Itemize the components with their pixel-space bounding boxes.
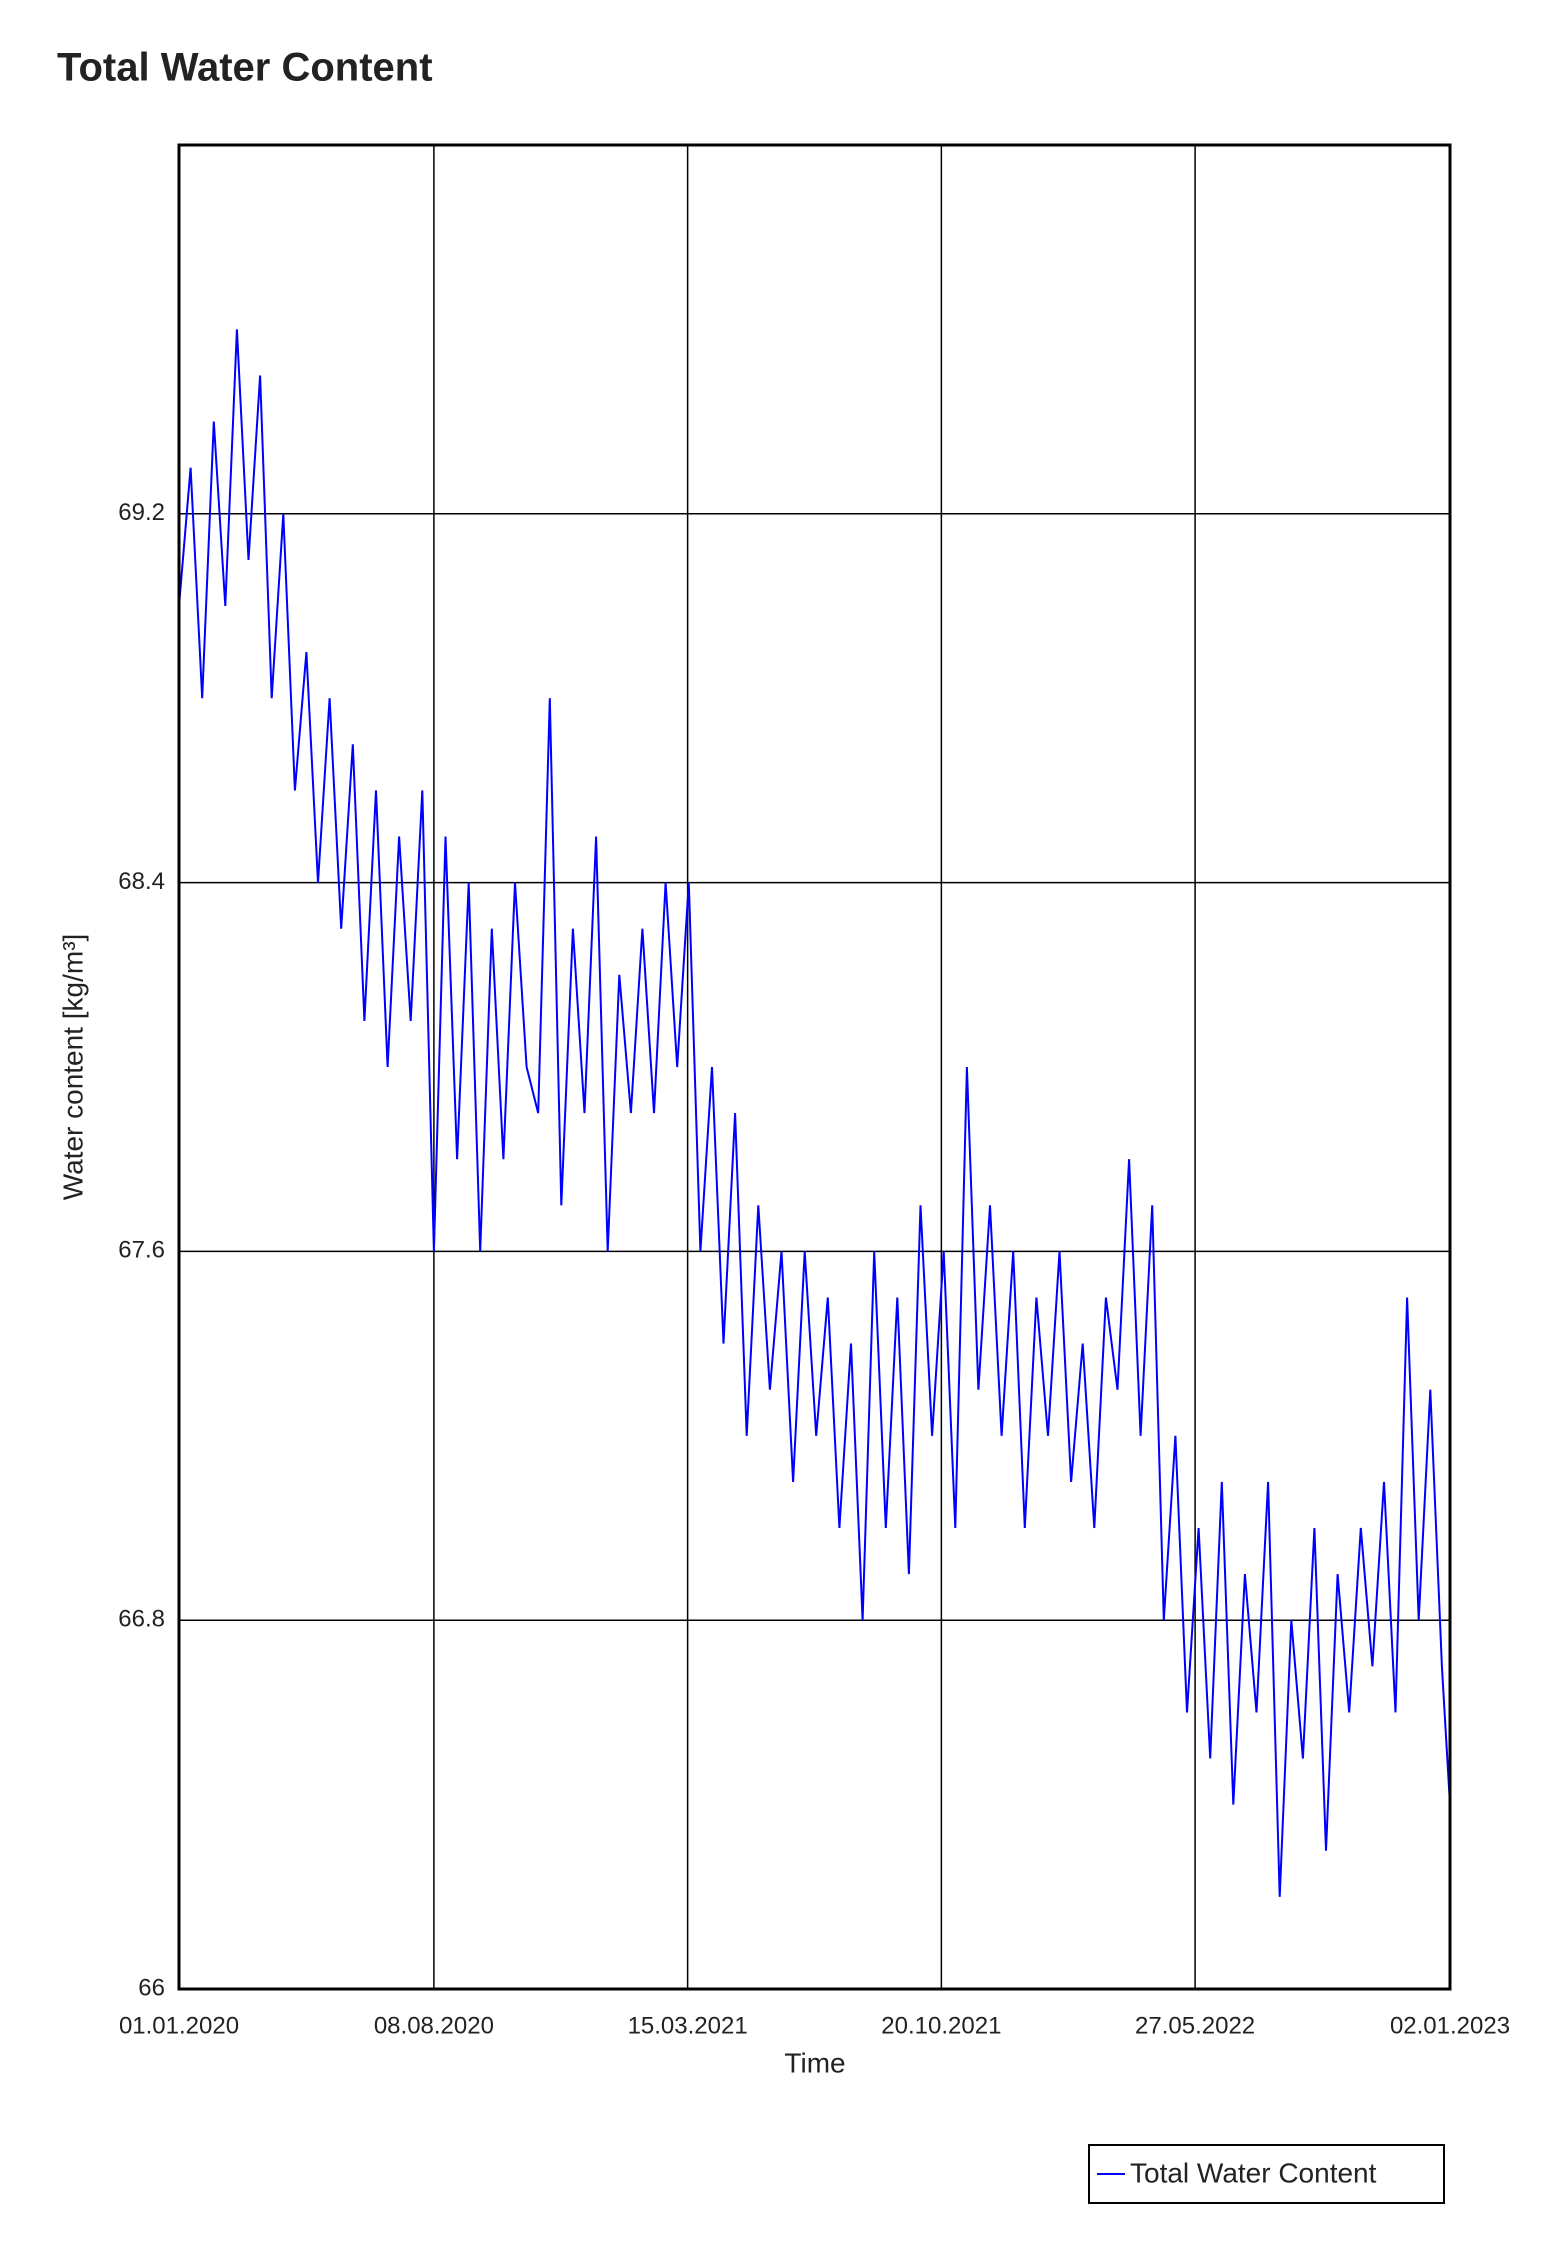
x-tick-label: 08.08.2020 xyxy=(374,2012,494,2039)
legend xyxy=(1088,2144,1445,2204)
x-tick-label: 01.01.2020 xyxy=(119,2012,239,2039)
chart-title: Total Water Content xyxy=(57,46,433,90)
x-tick-label: 15.03.2021 xyxy=(628,2012,748,2039)
y-tick-label: 69.2 xyxy=(118,499,165,526)
y-tick-label: 66.8 xyxy=(118,1606,165,1633)
plot-frame xyxy=(177,143,1452,1991)
y-axis-label: Water content [kg/m³] xyxy=(57,934,88,1201)
y-tick-label: 67.6 xyxy=(118,1237,165,1264)
y-tick-label: 68.4 xyxy=(118,868,165,895)
legend-label: Total Water Content xyxy=(1130,2157,1377,2188)
x-axis-label: Time xyxy=(784,2047,845,2078)
x-tick-label: 02.01.2023 xyxy=(1390,2012,1510,2039)
data-line xyxy=(178,329,1451,1897)
x-tick-label: 27.05.2022 xyxy=(1135,2012,1255,2039)
y-tick-label: 66 xyxy=(138,1974,165,2001)
x-tick-label: 20.10.2021 xyxy=(881,2012,1001,2039)
